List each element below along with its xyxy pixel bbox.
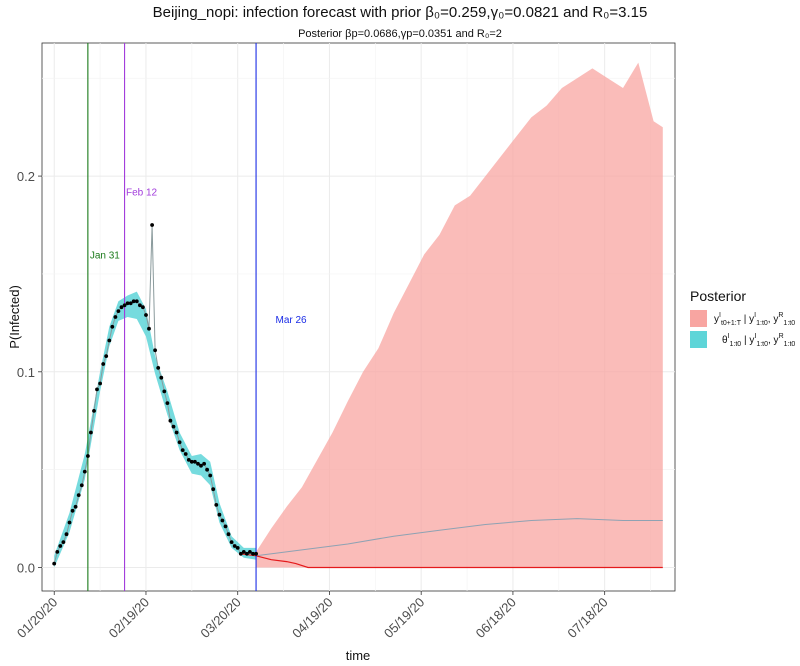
- observed-point: [199, 463, 203, 468]
- observed-point: [110, 324, 115, 329]
- observed-point: [67, 520, 72, 525]
- event-label: Feb 12: [126, 188, 158, 199]
- observed-point: [150, 223, 155, 227]
- observed-point: [183, 452, 188, 456]
- event-lines: Jan 31 Feb 12 Mar 26: [87, 43, 307, 591]
- y-tick-label: 0.2: [17, 169, 35, 184]
- x-tick-label: 02/19/20: [106, 595, 152, 641]
- observed-point: [134, 299, 139, 304]
- observed-point: [125, 301, 130, 306]
- y-tick-label: 0.0: [17, 561, 35, 576]
- observed-point: [214, 503, 219, 507]
- observed-point: [73, 504, 78, 509]
- forecast-band: [256, 62, 663, 568]
- observed-point: [52, 561, 57, 566]
- observed-point: [153, 348, 158, 353]
- observed-point: [162, 389, 167, 394]
- legend-key-posterior: [690, 331, 707, 348]
- observed-point: [92, 409, 96, 413]
- observed-point: [141, 305, 145, 310]
- observed-points: [52, 223, 258, 566]
- observed-point: [193, 459, 197, 464]
- event-label: Jan 31: [90, 250, 120, 261]
- event-label: Mar 26: [275, 315, 307, 326]
- legend-title: Posterior: [690, 288, 746, 304]
- observed-point: [104, 354, 109, 358]
- x-tick-label: 06/18/20: [473, 595, 519, 641]
- observed-point: [122, 303, 127, 308]
- observed-point: [238, 551, 243, 556]
- observed-point: [168, 418, 173, 423]
- x-tick-label: 01/20/20: [14, 595, 60, 641]
- y-tick-label: 0.1: [17, 365, 35, 380]
- observed-point: [186, 458, 191, 462]
- x-tick-label: 05/19/20: [381, 595, 427, 641]
- observed-point: [58, 544, 63, 548]
- observed-point: [101, 362, 106, 366]
- observed-point: [226, 532, 231, 537]
- legend-label-posterior: θI1:t0 | yI1:t0, yR1:t0: [722, 333, 795, 348]
- observed-point: [211, 487, 216, 492]
- observed-point: [229, 540, 234, 544]
- observed-point: [64, 532, 69, 537]
- observed-point: [177, 440, 182, 445]
- observed-point: [196, 461, 200, 466]
- observed-point: [202, 461, 207, 466]
- observed-point: [171, 424, 176, 429]
- x-axis-label: time: [346, 648, 371, 663]
- observed-point: [159, 375, 164, 380]
- observed-point: [189, 459, 194, 464]
- observed-point: [232, 544, 237, 548]
- legend-key-forecast: [690, 310, 707, 327]
- observed-point: [116, 309, 121, 313]
- chart-subtitle: Posterior βp=0.0686,γp=0.0351 and R₀=2: [298, 28, 502, 40]
- observed-point: [205, 467, 210, 472]
- observed-point: [113, 315, 118, 319]
- observed-point: [254, 551, 258, 556]
- observed-point: [86, 454, 90, 458]
- observed-point: [241, 550, 246, 554]
- observed-point: [131, 299, 136, 304]
- observed-point: [76, 493, 81, 497]
- observed-point: [217, 512, 222, 517]
- observed-point: [251, 551, 255, 556]
- x-axis-ticks: 01/20/20 02/19/20 03/20/20 04/19/20 05/19/20…: [14, 591, 611, 641]
- observed-point: [165, 401, 170, 405]
- observed-point: [156, 366, 161, 370]
- y-axis-label: P(Infected): [7, 285, 22, 349]
- observed-point: [55, 550, 60, 554]
- legend-label-forecast: yIt0+1:T | yI1:t0, yR1:t0: [714, 312, 795, 327]
- observed-point: [174, 430, 179, 435]
- legend: Posterior yIt0+1:T | yI1:t0, yR1:t0 θI1:…: [690, 288, 795, 348]
- observed-point: [107, 338, 112, 343]
- observed-point: [220, 518, 225, 523]
- observed-point: [61, 540, 66, 544]
- x-tick-label: 03/20/20: [197, 595, 243, 641]
- observed-point: [235, 546, 240, 550]
- x-tick-label: 07/18/20: [564, 595, 610, 641]
- observed-point: [70, 508, 75, 513]
- y-axis-ticks: 0.0 0.1 0.2: [17, 169, 42, 576]
- observed-point: [180, 448, 185, 452]
- observed-point: [89, 430, 93, 435]
- observed-point: [223, 524, 228, 529]
- observed-point: [208, 473, 213, 478]
- observed-point: [245, 551, 249, 556]
- observed-point: [138, 303, 142, 308]
- x-tick-label: 04/19/20: [289, 595, 335, 641]
- observed-point: [98, 381, 102, 386]
- observed-point: [95, 387, 99, 392]
- observed-point: [144, 313, 148, 317]
- observed-point: [82, 469, 87, 474]
- observed-point: [128, 301, 133, 306]
- observed-point: [119, 305, 124, 310]
- forecast-median-line: [256, 518, 663, 557]
- observed-point: [79, 483, 84, 488]
- observed-point: [248, 550, 252, 554]
- observed-point: [147, 326, 151, 331]
- chart-title: Beijing_nopi: infection forecast with pr…: [153, 4, 648, 21]
